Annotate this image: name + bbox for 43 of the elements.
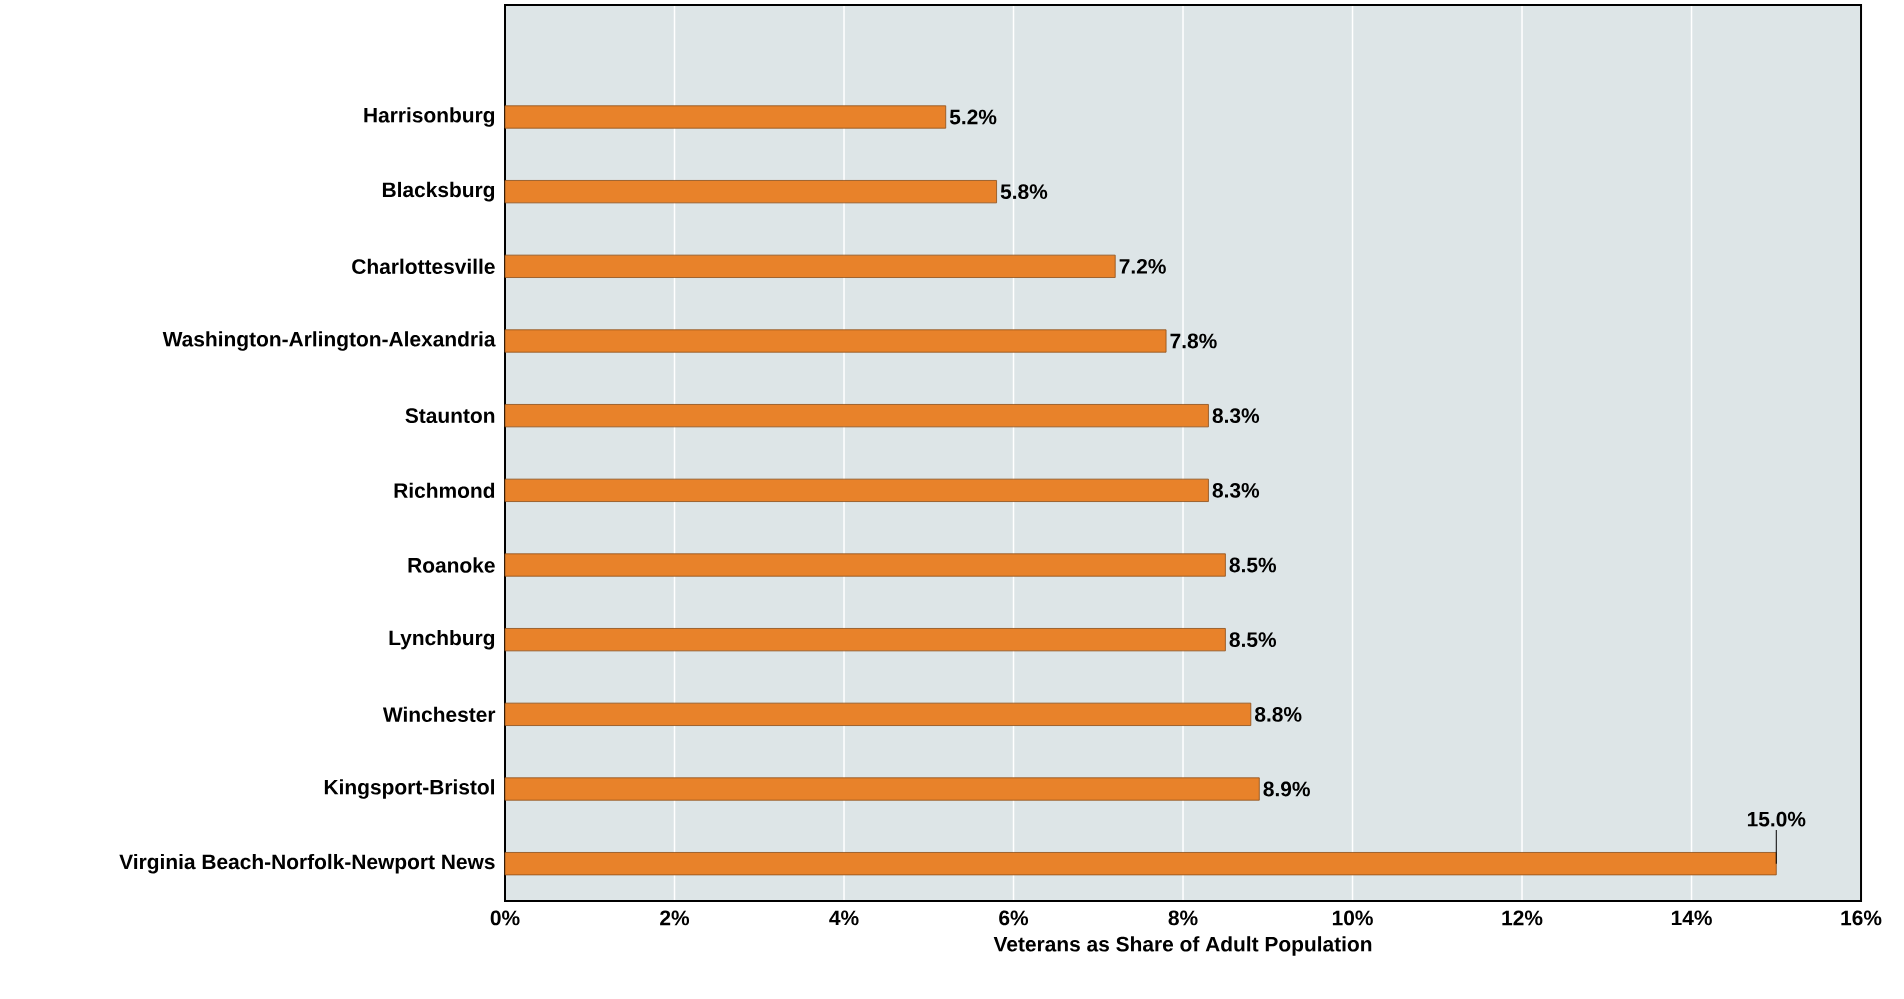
x-tick-label: 2% [660,910,690,926]
bar [504,329,1167,353]
data-label: 15.0% [1747,811,1806,827]
data-label: 8.5% [1229,557,1277,573]
data-label: 8.3% [1212,482,1260,498]
data-label: 8.9% [1263,781,1310,797]
y-tick-label: Blacksburg [382,181,495,202]
x-tick-label: 14% [1671,910,1712,926]
bar [504,702,1252,726]
x-axis-title: Veterans as Share of Adult Population [993,936,1372,956]
y-tick-label: Winchester [382,706,496,723]
x-tick-label: 10% [1332,910,1373,926]
x-tick-label: 6% [999,910,1029,926]
data-label: 8.3% [1212,408,1260,424]
bar [504,478,1209,502]
data-label: 7.2% [1119,258,1166,274]
x-tick-label: 0% [490,910,520,926]
y-tick-label: Harrisonburg [364,107,495,127]
y-tick-label: Kingsport-Bristol [324,779,494,799]
data-label: 8.8% [1255,706,1302,722]
x-tick-label: 4% [829,910,859,926]
bar [504,105,947,129]
bar [504,628,1226,652]
data-label: 7.8% [1170,333,1217,349]
bar [504,777,1260,801]
y-tick-label: Virginia Beach-Norfolk-Newport News [119,853,495,874]
y-tick-label: Roanoke [408,557,495,573]
y-tick-label: Charlottesville [352,258,495,275]
data-label: 8.5% [1229,632,1277,648]
y-tick-label: Washington-Arlington-Alexandria [162,331,496,351]
x-tick-label: 16% [1841,910,1882,926]
bar [504,553,1226,577]
bar [504,254,1116,278]
bar [504,852,1777,876]
y-tick-label: Staunton [405,408,495,424]
x-tick-label: 8% [1168,910,1198,926]
data-label: 5.8% [1000,184,1048,200]
y-tick-label: Lynchburg [389,629,495,650]
data-label: 5.2% [949,109,997,125]
bar [504,180,997,204]
y-tick-label: Richmond [394,482,495,499]
bar [504,404,1209,428]
x-tick-label: 12% [1502,910,1543,926]
